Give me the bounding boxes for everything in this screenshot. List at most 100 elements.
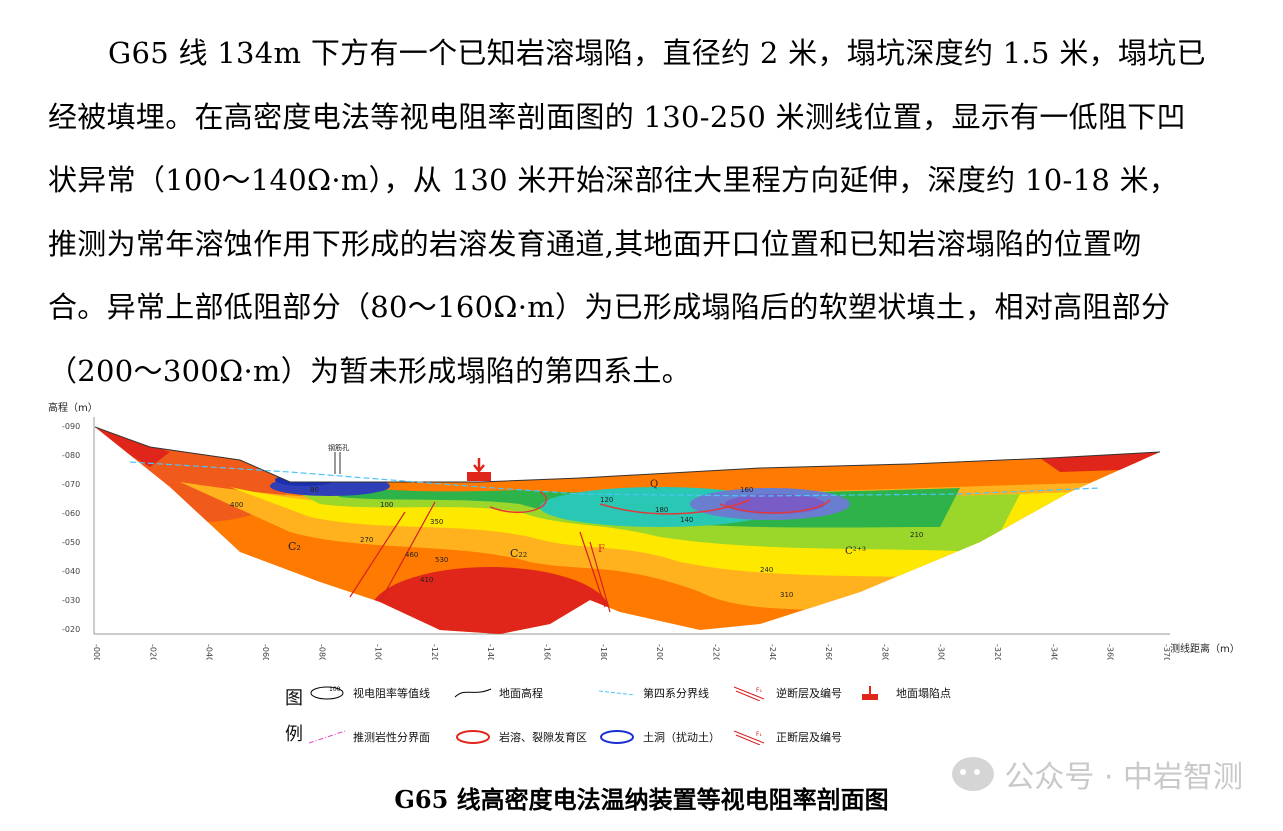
paragraph-line: 推测为常年溶蚀作用下形成的岩溶发育通道,其地面开口位置和已知岩溶塌陷的位置吻 <box>48 226 1142 261</box>
x-tick-label: -280 <box>880 644 889 660</box>
legend-label: 逆断层及编号 <box>776 687 842 700</box>
x-tick-label: -140 <box>486 644 495 660</box>
legend-item: 土洞（扰动土） <box>597 726 720 748</box>
karst-zone-outline <box>599 499 751 515</box>
x-tick-label: -340 <box>1049 644 1058 660</box>
paragraph-line: 状异常（100～140Ω·m），从 130 米开始深部往大里程方向延伸，深度约 … <box>48 163 1179 197</box>
svg-text:F₁: F₁ <box>756 731 762 738</box>
contour-label: 350 <box>430 518 443 526</box>
borehole-label: 钢筋孔 <box>328 443 349 452</box>
contour-label: 100 <box>380 501 393 509</box>
legend-head-2: 例 <box>285 724 303 745</box>
legend-label: 视电阻率等值线 <box>353 687 430 700</box>
contour-label: 120 <box>600 496 613 504</box>
contour-label: 140 <box>680 516 693 524</box>
normal-fault-icon: F₁ <box>733 730 765 745</box>
contour-label: 270 <box>360 536 373 544</box>
legend-item: 100 视电阻率等值线 <box>307 682 430 704</box>
c22-label: C₂₂ <box>510 547 527 560</box>
c2-label: C₂ <box>288 540 301 553</box>
resistivity-profile: -090 -080 -070 -060 -050 -040 -030 -020 -000 -02… <box>62 417 1171 660</box>
paragraph-line: 经被填埋。在高密度电法等视电阻率剖面图的 130-250 米测线位置，显示有一低… <box>48 99 1186 134</box>
contour-label: 210 <box>910 531 923 539</box>
legend-label: 正断层及编号 <box>776 731 842 744</box>
legend-label: 土洞（扰动土） <box>643 731 720 744</box>
wechat-icon <box>952 757 995 791</box>
y-tick-label: -090 <box>62 422 80 431</box>
contour-symbol-icon: 100 <box>310 686 344 700</box>
y-tick-label: -050 <box>62 538 80 547</box>
ground-elevation-icon <box>454 688 492 698</box>
paragraph-line: 合。异常上部低阻部分（80～160Ω·m）为已形成塌陷后的软塑状填土，相对高阻部… <box>48 290 1171 324</box>
lithology-boundary-icon <box>308 730 346 744</box>
x-tick-label: -200 <box>655 644 664 660</box>
y-tick-label: -060 <box>62 509 80 518</box>
soil-cave-icon <box>600 730 634 744</box>
x-tick-labels: -000 -020 -040 -060 -080 -100 -120 -140 -160 -180… <box>92 644 1171 660</box>
legend: 图 例 100 视电阻率等值线 地面高程 第四系分界线 F₂ 逆断层及编号 地面… <box>285 680 985 750</box>
x-tick-label: -120 <box>430 644 439 660</box>
x-tick-label: -360 <box>1106 644 1115 660</box>
contour-label: 240 <box>760 566 773 574</box>
x-tick-label: -370 <box>1162 644 1171 660</box>
q-label: Q <box>650 479 658 490</box>
legend-head-1: 图 <box>285 688 303 709</box>
reverse-fault-icon: F₂ <box>733 686 765 701</box>
x-tick-label: -320 <box>993 644 1002 660</box>
x-tick-label: -000 <box>92 644 101 660</box>
x-tick-label: -220 <box>711 644 720 660</box>
contour-label: 180 <box>655 506 668 514</box>
figure-caption: G65 线高密度电法温纳装置等视电阻率剖面图 <box>394 785 889 814</box>
contour-label: 160 <box>740 486 753 494</box>
y-tick-label: -020 <box>62 625 80 634</box>
x-tick-label: -040 <box>205 644 214 660</box>
watermark-text: 公众号 · 中岩智测 <box>1004 760 1243 795</box>
x-tick-label: -180 <box>599 644 608 660</box>
contour-label: 80 <box>310 486 319 494</box>
collapse-point-icon <box>467 458 491 481</box>
fault-line <box>349 511 406 598</box>
x-tick-label: -020 <box>148 644 157 660</box>
contour-label: 410 <box>420 576 433 584</box>
x-tick-label: -100 <box>374 644 383 660</box>
karst-zone-outline <box>719 499 831 514</box>
legend-item: 岩溶、裂隙发育区 <box>453 726 587 748</box>
svg-text:F₂: F₂ <box>756 687 762 694</box>
legend-label: 推测岩性分界面 <box>353 731 430 744</box>
legend-item: F₂ 逆断层及编号 <box>730 682 842 704</box>
watermark: 公众号 · 中岩智测 <box>952 752 1243 796</box>
y-axis-title: 高程（m） <box>48 403 98 414</box>
fault-label: F <box>598 544 605 555</box>
y-tick-label: -070 <box>62 480 80 489</box>
resistivity-layers <box>95 427 1160 634</box>
contour-labels: 410 530 350 270 180 80 140 160 100 120 2… <box>230 486 923 599</box>
x-tick-label: -300 <box>937 644 946 660</box>
svg-text:100: 100 <box>329 686 341 693</box>
paragraph-line: G65 线 134m 下方有一个已知岩溶塌陷，直径约 2 米，塌坑深度约 1.5… <box>108 36 1206 70</box>
karst-zone-outline <box>489 491 547 514</box>
y-tick-label: -080 <box>62 451 80 460</box>
contour-label: 310 <box>780 591 793 599</box>
quaternary-boundary-line <box>129 461 1101 497</box>
karst-zone-icon <box>456 730 490 744</box>
contour-label: 530 <box>435 556 448 564</box>
contour-label: 460 <box>405 551 418 559</box>
y-tick-labels: -090 -080 -070 -060 -050 -040 -030 -020 <box>62 422 80 634</box>
legend-item: F₁ 正断层及编号 <box>730 726 842 748</box>
fault-line <box>379 501 436 603</box>
body-paragraph: G65 线 134m 下方有一个已知岩溶塌陷，直径约 2 米，塌坑深度约 1.5… <box>48 22 1248 403</box>
legend-item: 推测岩性分界面 <box>307 726 430 748</box>
legend-item: 第四系分界线 <box>597 682 709 704</box>
ground-surface-line <box>94 426 1161 483</box>
x-tick-label: -260 <box>824 644 833 660</box>
c23-label: C²⁺³ <box>845 546 866 557</box>
x-tick-label: -080 <box>317 644 326 660</box>
x-tick-label: -160 <box>543 644 552 660</box>
legend-label: 地面塌陷点 <box>896 687 951 700</box>
contour-label: 400 <box>230 501 243 509</box>
legend-item: 地面高程 <box>453 682 543 704</box>
y-tick-label: -030 <box>62 596 80 605</box>
legend-label: 第四系分界线 <box>643 687 709 700</box>
x-tick-label: -240 <box>768 644 777 660</box>
collapse-point-icon <box>862 686 878 700</box>
